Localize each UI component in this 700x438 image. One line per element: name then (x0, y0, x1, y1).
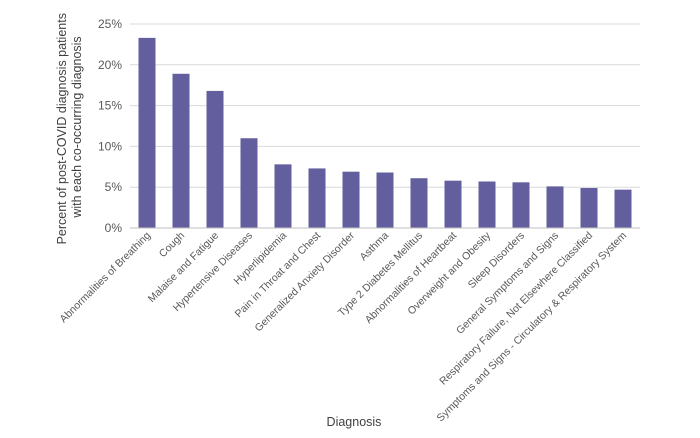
bar (580, 188, 598, 228)
bar (546, 186, 564, 228)
x-category-label: Abnormalities of Breathing (58, 230, 154, 326)
bar (614, 189, 632, 228)
bar (274, 164, 292, 228)
bar (512, 182, 530, 228)
y-axis-title-line-2: with each co-occurring diagnosis (70, 36, 84, 218)
y-axis-title: Percent of post-COVID diagnosis patients… (55, 10, 84, 245)
y-axis-title-line-1: Percent of post-COVID diagnosis patients (55, 13, 69, 244)
y-tick-label: 25% (98, 17, 122, 31)
y-tick-label: 15% (98, 99, 122, 113)
bar (376, 172, 394, 228)
bar (308, 168, 326, 228)
y-tick-label: 10% (98, 139, 122, 153)
x-category-label: Asthma (357, 230, 391, 264)
bars (138, 37, 632, 228)
bar (478, 181, 496, 228)
bar (240, 138, 258, 228)
x-category-label: Cough (157, 230, 187, 260)
bar (138, 37, 156, 228)
y-tick-label: 0% (105, 221, 123, 235)
y-tick-label: 20% (98, 58, 122, 72)
y-tick-label: 5% (105, 180, 123, 194)
bar (342, 171, 360, 228)
x-axis-title: Diagnosis (327, 415, 382, 429)
bar (172, 73, 190, 228)
y-axis-ticks: 0% 5% 10% 15% 20% 25% (98, 17, 122, 235)
bar (410, 178, 428, 228)
bar (206, 90, 224, 228)
bar (444, 180, 462, 228)
